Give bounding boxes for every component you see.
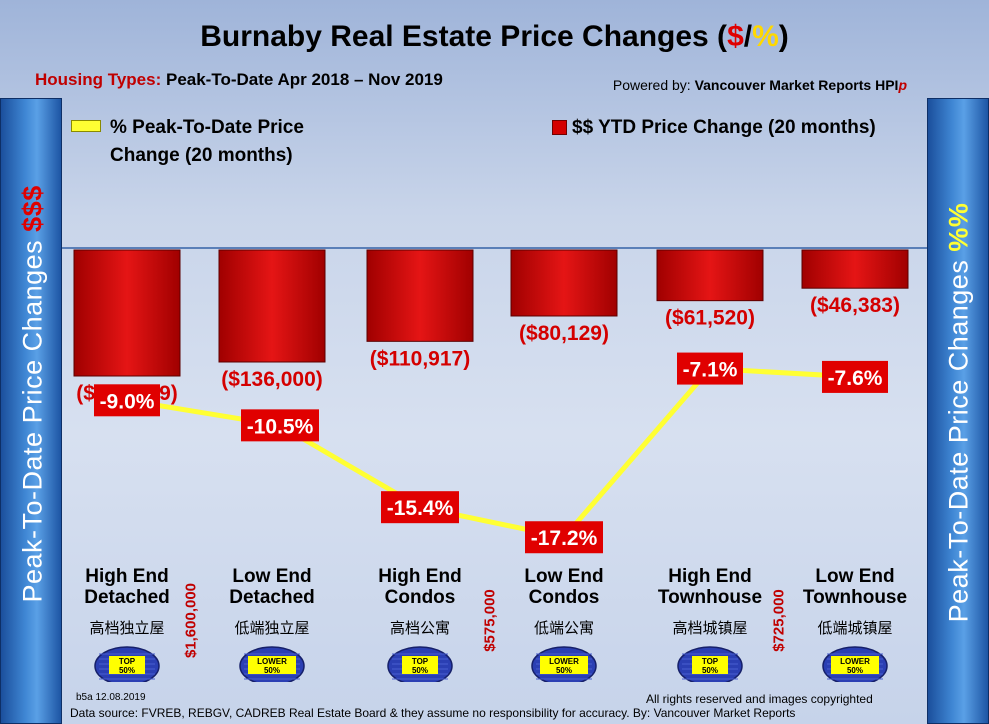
price-threshold-2: $575,000 [481,589,499,652]
svg-text:50%: 50% [264,666,280,675]
svg-text:50%: 50% [412,666,428,675]
bar-value-label-2: ($136,000) [221,368,323,391]
bar-5 [656,249,764,302]
pct-label-box-3 [381,491,459,524]
category-label-6: Low End Townhouse [802,566,908,608]
footer-source: Data source: FVREB, REBGV, CADREB Real E… [70,706,796,720]
subtitle-text: Peak-To-Date Apr 2018 – Nov 2019 [165,70,443,89]
bar-6 [801,249,909,289]
svg-text:TOP: TOP [119,657,136,666]
svg-text:LOWER: LOWER [257,657,287,666]
bar-value-label-5: ($61,520) [665,307,755,330]
category-chinese-1: 高档独立屋 [89,620,165,637]
pct-label-box-1 [94,384,160,417]
bar-4 [510,249,618,317]
subtitle: Housing Types: Peak-To-Date Apr 2018 – N… [35,70,443,90]
subtitle-label: Housing Types: [35,70,162,89]
svg-text:50%: 50% [119,666,135,675]
svg-text:50%: 50% [556,666,572,675]
bar-value-label-3: ($110,917) [370,347,470,370]
category-chinese-2: 低端独立屋 [234,620,310,637]
svg-text:LOWER: LOWER [549,657,579,666]
footer-code: b5a 12.08.2019 [76,692,146,703]
footer-rights: All rights reserved and images copyright… [646,692,873,706]
category-chinese-5: 高档城镇屋 [672,620,748,637]
pct-label-6: -7.6% [828,367,883,390]
category-label-4: Low End Condos [524,566,604,608]
category-chinese-6: 低端城镇屋 [817,620,893,637]
bar-value-label-6: ($46,383) [810,294,900,317]
category-label-2: Low End Detached [229,566,315,608]
pct-label-4: -17.2% [531,527,598,550]
pct-label-box-5 [677,352,743,385]
bar-value-label-4: ($80,129) [519,322,609,345]
bar-3 [366,249,474,342]
price-threshold-1: $1,600,000 [182,582,200,659]
svg-text:TOP: TOP [702,657,719,666]
category-label-5: High End Townhouse [657,566,763,608]
pct-label-5: -7.1% [683,359,738,382]
category-chinese-3: 高档公寓 [389,620,450,637]
pct-label-1: -9.0% [100,390,155,413]
left-side-panel: Peak-To-Date Price Changes $$$ [0,98,62,724]
powered-by: Powered by: Vancouver Market Reports HPI… [612,77,907,93]
pct-trend-line [126,366,856,540]
category-label-1: High End Detached [84,566,170,608]
legend-line-label: % Peak-To-Date Price Change (20 months) [110,117,304,166]
pct-label-2: -10.5% [247,415,314,438]
pct-label-3: -15.4% [387,497,454,520]
pct-label-box-4 [525,521,603,554]
pct-label-box-2 [241,409,319,442]
legend-bar-label: $$ YTD Price Change (20 months) [572,117,876,138]
pct-label-box-6 [822,360,888,393]
legend-bar-swatch [552,120,567,135]
category-chinese-4: 低端公寓 [533,620,594,637]
svg-text:LOWER: LOWER [840,657,870,666]
legend-line-swatch [71,120,101,132]
category-label-3: High End Condos [378,566,462,608]
bar-1 [73,249,181,377]
chart-title: Burnaby Real Estate Price Changes ($/%) [200,20,789,53]
bar-2 [218,249,326,363]
svg-text:TOP: TOP [412,657,429,666]
svg-text:50%: 50% [702,666,718,675]
price-threshold-3: $725,000 [770,589,788,652]
svg-text:50%: 50% [847,666,863,675]
